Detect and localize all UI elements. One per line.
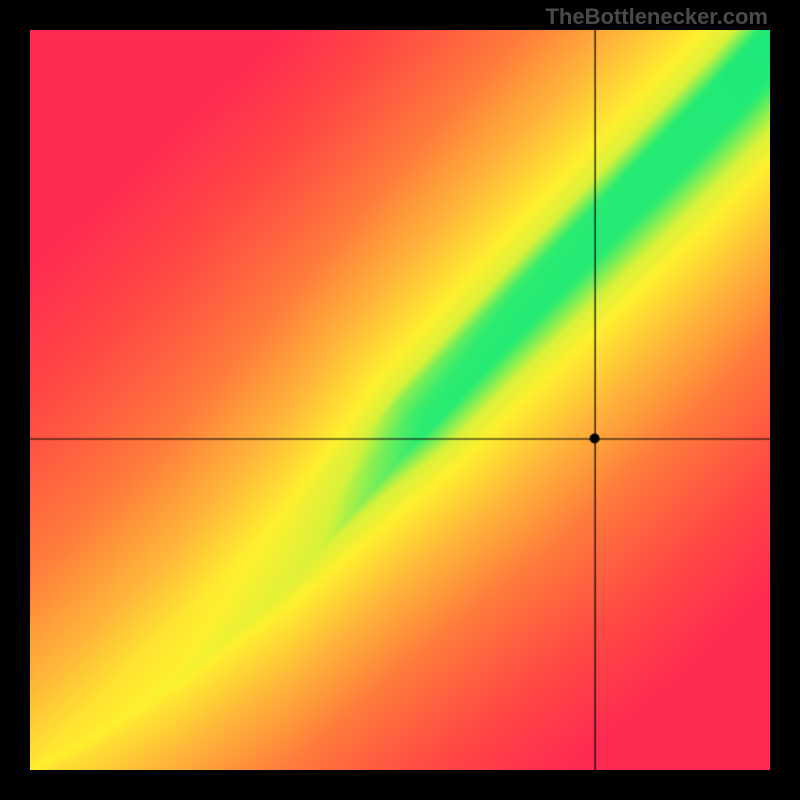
bottleneck-heatmap bbox=[30, 30, 770, 770]
chart-container: TheBottlenecker.com bbox=[0, 0, 800, 800]
watermark-text: TheBottlenecker.com bbox=[545, 4, 768, 30]
